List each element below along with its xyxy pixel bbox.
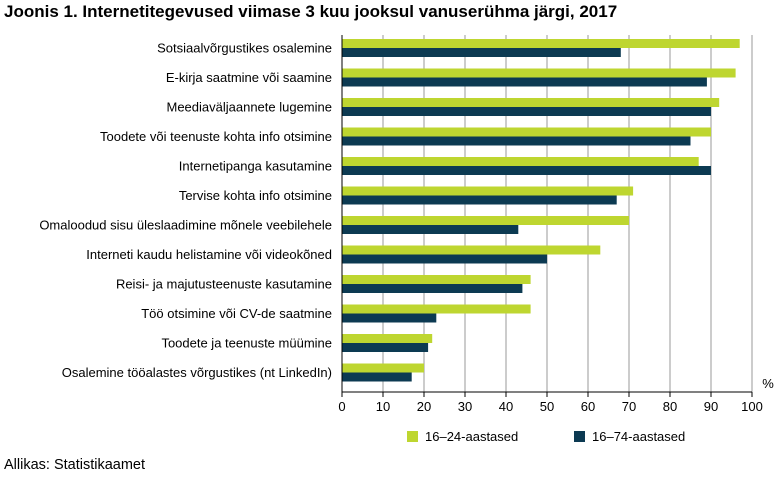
- x-tick-label: 30: [458, 399, 472, 414]
- category-label: Osalemine tööalastes võrgustikes (nt Lin…: [62, 365, 332, 380]
- legend-swatch-16-24: [407, 431, 418, 442]
- x-tick-label: 70: [622, 399, 636, 414]
- category-label: Omaloodud sisu üleslaadimine mõnele veeb…: [39, 218, 332, 233]
- category-label: Interneti kaudu helistamine või videokõn…: [86, 247, 332, 262]
- bar-16-24: [342, 68, 736, 78]
- bar-16-74: [342, 254, 547, 264]
- bar-16-24: [342, 39, 740, 48]
- bar-16-74: [342, 195, 617, 205]
- bar-16-24: [342, 304, 531, 314]
- x-tick-label: 90: [704, 399, 718, 414]
- x-tick-label: 10: [376, 399, 390, 414]
- bar-16-74: [342, 77, 707, 87]
- bar-16-74: [342, 372, 412, 382]
- x-tick-label: 0: [338, 399, 345, 414]
- category-label: Sotsiaalvõrgustikes osalemine: [157, 41, 332, 56]
- category-label: Reisi- ja majutusteenuste kasutamine: [116, 277, 332, 292]
- x-tick-label: 60: [581, 399, 595, 414]
- chart-title: Joonis 1. Internetitegevused viimase 3 k…: [4, 2, 618, 21]
- legend-label-16-24: 16–24-aastased: [425, 429, 518, 444]
- legend-label-16-74: 16–74-aastased: [592, 429, 685, 444]
- bar-16-74: [342, 343, 429, 352]
- category-label: Töö otsimine või CV-de saatmine: [141, 306, 332, 321]
- bar-16-74: [342, 48, 621, 57]
- legend-swatch-16-74: [574, 431, 585, 442]
- bar-16-24: [342, 275, 531, 284]
- category-labels: Sotsiaalvõrgustikes osalemine E-kirja saa…: [39, 41, 332, 381]
- bars: [342, 39, 740, 382]
- legend: 16–24-aastased 16–74-aastased: [407, 429, 685, 444]
- category-label: E-kirja saatmine või saamine: [166, 70, 332, 85]
- bar-16-24: [342, 245, 601, 255]
- bar-16-74: [342, 284, 523, 293]
- category-label: Toodete ja teenuste müümine: [161, 336, 332, 351]
- bar-16-74: [342, 107, 711, 116]
- source-note: Allikas: Statistikaamet: [4, 457, 146, 473]
- tick-labels: 0 10 20 30 40 50 60 70 80 90 100: [338, 399, 762, 414]
- bar-16-24: [342, 363, 424, 373]
- category-label: Tervise kohta info otsimine: [179, 188, 332, 203]
- bar-16-74: [342, 313, 437, 323]
- bar-16-74: [342, 136, 691, 146]
- x-tick-label: 50: [540, 399, 554, 414]
- x-tick-label: 100: [741, 399, 763, 414]
- x-tick-label: 40: [499, 399, 513, 414]
- category-label: Toodete või teenuste kohta info otsimine: [100, 129, 332, 144]
- bar-16-24: [342, 127, 711, 137]
- category-label: Internetipanga kasutamine: [179, 159, 332, 174]
- bar-16-24: [342, 216, 629, 225]
- bar-16-24: [342, 186, 634, 196]
- bar-16-24: [342, 334, 433, 343]
- x-tick-label: 80: [663, 399, 677, 414]
- bar-16-24: [342, 98, 720, 107]
- bar-16-74: [342, 166, 711, 175]
- category-label: Meediaväljaannete lugemine: [166, 100, 332, 115]
- axes: [341, 35, 753, 397]
- bar-16-74: [342, 225, 519, 234]
- bar-16-24: [342, 157, 699, 166]
- unit-label: %: [762, 376, 774, 391]
- grid-lines: [382, 35, 753, 392]
- x-tick-label: 20: [417, 399, 431, 414]
